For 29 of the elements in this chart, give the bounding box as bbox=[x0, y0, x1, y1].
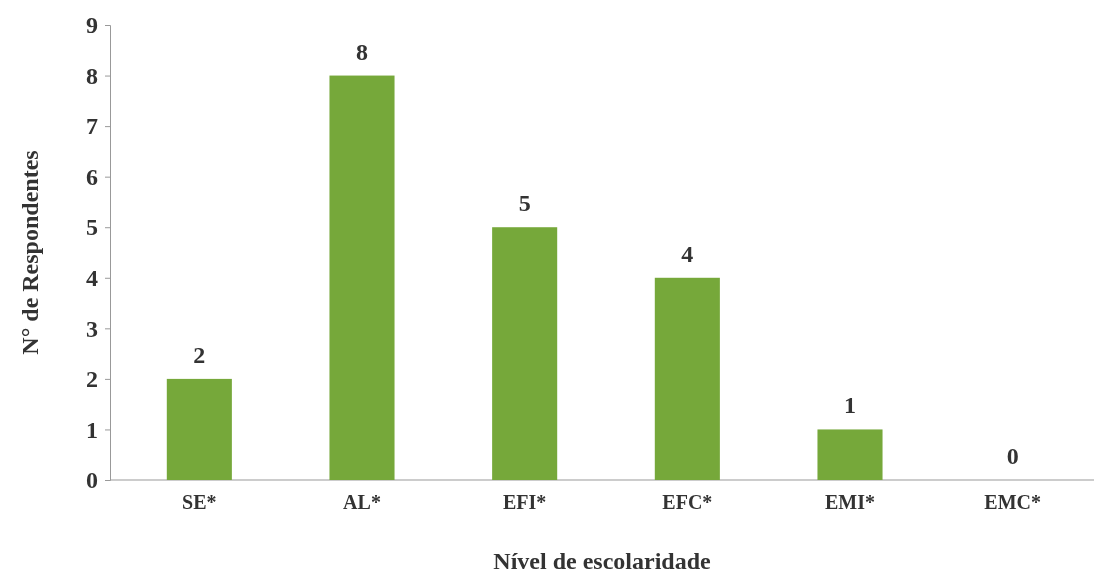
x-tick-label: EMI* bbox=[825, 491, 875, 513]
y-tick-label: 1 bbox=[86, 416, 98, 443]
x-tick-label: EFC* bbox=[662, 491, 713, 513]
x-tick-label: SE* bbox=[182, 491, 217, 513]
y-tick-label: 2 bbox=[86, 366, 98, 393]
y-tick-label: 9 bbox=[86, 12, 98, 39]
data-label: 5 bbox=[518, 190, 531, 217]
x-tick-label: EFI* bbox=[502, 491, 547, 513]
y-tick-label: 8 bbox=[86, 62, 98, 89]
y-tick-label: 6 bbox=[86, 163, 98, 190]
data-label: 8 bbox=[356, 38, 368, 65]
x-tick-label: EMC* bbox=[984, 491, 1041, 513]
y-tick-label: 7 bbox=[86, 113, 98, 140]
x-axis-title: Nível de escolaridade bbox=[493, 548, 711, 574]
y-tick-label: 3 bbox=[86, 315, 98, 342]
y-tick-label: 0 bbox=[86, 467, 98, 494]
data-label: 1 bbox=[844, 392, 856, 419]
data-label: 0 bbox=[1006, 443, 1019, 469]
bar bbox=[329, 75, 395, 480]
bar bbox=[166, 378, 232, 480]
data-label: 4 bbox=[681, 240, 694, 267]
y-axis-title: N° de Respondentes bbox=[17, 150, 43, 355]
data-label: 2 bbox=[193, 341, 206, 368]
x-tick-label: AL* bbox=[343, 491, 381, 513]
y-tick-label: 4 bbox=[86, 264, 98, 291]
bar bbox=[492, 227, 558, 480]
bar bbox=[654, 277, 720, 480]
y-tick-label: 5 bbox=[86, 214, 98, 241]
bar bbox=[817, 429, 883, 480]
